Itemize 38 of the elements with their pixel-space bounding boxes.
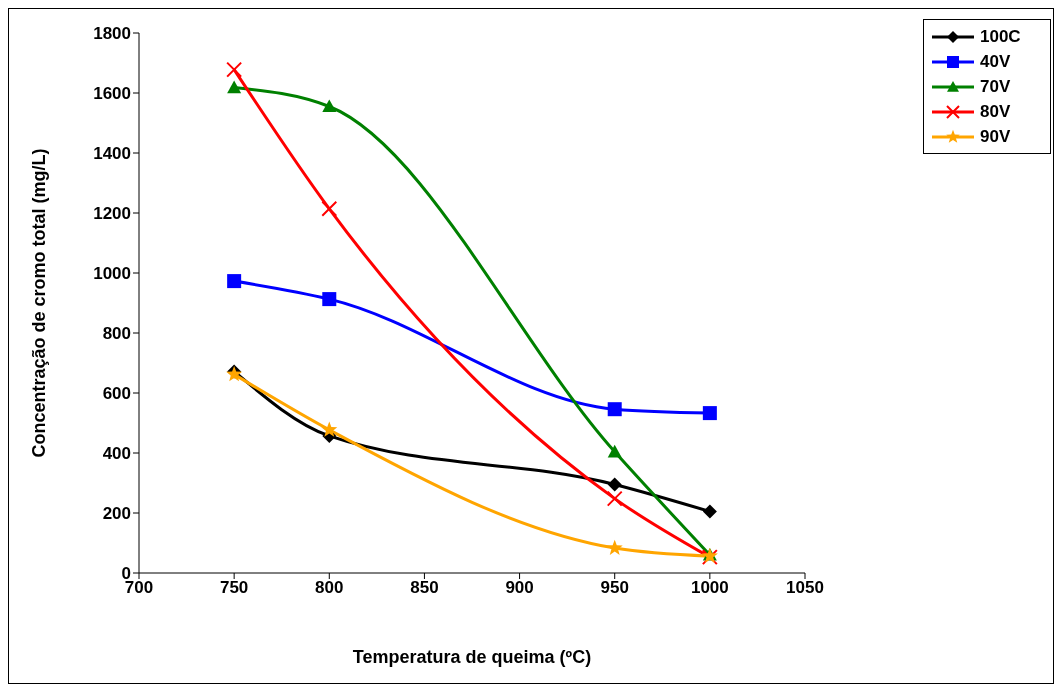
legend-label: 80V [980,101,1011,122]
point [607,402,622,417]
point [321,200,338,217]
point [606,539,623,555]
legend-label: 40V [980,51,1011,72]
point [702,406,717,421]
legend-label: 70V [980,76,1011,97]
point [607,444,622,458]
x-tick-label: 700 [124,578,154,598]
y-tick-label: 1400 [93,144,131,164]
y-tick-label: 1000 [93,264,131,284]
legend-label: 100C [980,26,1021,47]
x-tick-label: 850 [410,578,439,598]
y-tick-label: 1600 [93,84,131,104]
point [607,477,622,492]
x-axis-title: Temperatura de queima (ºC) [352,647,592,667]
point [702,504,717,519]
point [227,80,242,94]
x-tick-label: 1000 [690,578,729,598]
y-tick-label: 800 [102,324,131,344]
legend-label: 90V [980,126,1011,147]
y-axis-title: Concentração de cromo total (mg/L) [29,148,50,458]
x-tick-label: 900 [505,578,534,598]
point [606,490,623,507]
point [321,421,338,437]
point [322,292,337,307]
x-tick-label: 750 [219,578,249,598]
x-tick-label: 950 [600,578,629,598]
y-tick-label: 200 [102,504,131,524]
y-tick-label: 1800 [93,24,131,44]
point [322,99,337,113]
x-tick-label: 1050 [786,578,824,598]
point [226,61,243,78]
y-tick-label: 1200 [93,204,131,224]
y-tick-label: 600 [102,384,131,404]
y-tick-label: 400 [102,444,131,464]
x-tick-label: 800 [315,578,344,598]
point [227,274,242,289]
